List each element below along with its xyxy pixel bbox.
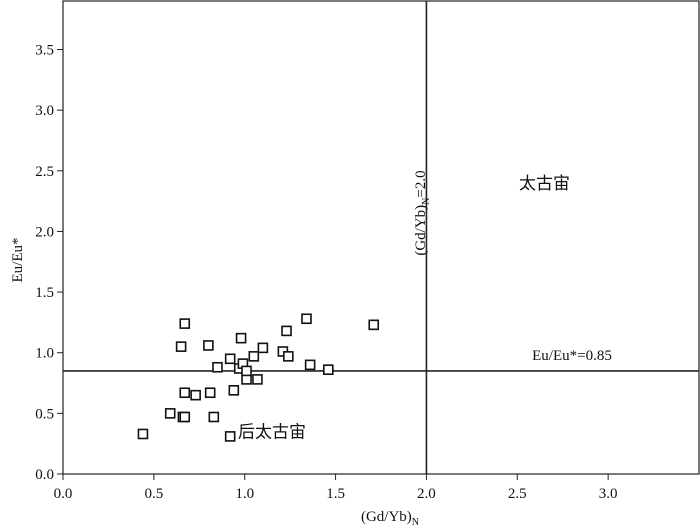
vertical-line-label-sub: N [421, 198, 432, 205]
x-tick-label: 0.5 [144, 486, 163, 502]
data-point [283, 351, 294, 362]
x-axis-title-main: (Gd/Yb) [361, 509, 412, 525]
plot-frame [62, 0, 700, 475]
data-point [179, 387, 191, 399]
x-axis-title: (Gd/Yb)N [361, 509, 419, 527]
y-tick-label: 1.5 [35, 285, 54, 301]
data-point [175, 341, 187, 352]
x-tick-label: 2.0 [417, 486, 436, 502]
x-tick-label: 1.0 [235, 486, 254, 502]
data-point [137, 428, 149, 440]
data-point [179, 411, 191, 423]
axes: 0.0 0.5 1.0 1.5 2.0 2.5 3.0 0.0 0.5 1.0 1.5 2.0 2.5 3… [35, 43, 617, 502]
data-point [224, 431, 236, 442]
y-tick-label: 0.0 [35, 467, 54, 483]
data-point [208, 411, 220, 423]
x-tick-label: 2.5 [508, 486, 527, 502]
data-point [224, 353, 236, 365]
data-point [248, 351, 260, 362]
data-point [228, 385, 240, 396]
vertical-line-label-main: (Gd/Yb) [413, 205, 429, 256]
reference-lines [63, 1, 699, 474]
data-point [190, 389, 201, 401]
data-point [204, 387, 216, 399]
data-point [301, 313, 312, 325]
vertical-line-label: (Gd/Yb)N=2.0 [413, 170, 432, 255]
data-point [241, 374, 252, 385]
data-point [241, 365, 252, 377]
x-tick-label: 1.5 [326, 486, 345, 502]
x-tick-label: 0.0 [54, 486, 73, 502]
region-label-post-archean: 后太古宙 [238, 423, 306, 442]
y-tick-label: 3.5 [35, 43, 54, 59]
y-tick-label: 0.5 [35, 406, 54, 422]
region-label-archean: 太古宙 [519, 174, 570, 193]
x-tick-label: 3.0 [599, 486, 618, 502]
data-point [281, 325, 292, 337]
data-point [252, 374, 263, 385]
y-tick-label: 2.0 [35, 224, 54, 240]
data-point [235, 332, 247, 344]
data-point [179, 318, 191, 329]
data-point [212, 361, 223, 373]
data-point [368, 319, 380, 331]
data-point [257, 342, 269, 354]
data-point [304, 359, 316, 371]
x-axis-title-sub: N [412, 517, 419, 527]
y-tick-label: 2.5 [35, 164, 54, 180]
horizontal-line-label: Eu/Eu*=0.85 [532, 348, 612, 364]
data-point [164, 408, 176, 419]
data-point [323, 364, 334, 375]
y-tick-label: 1.0 [35, 346, 54, 362]
y-axis-title: Eu/Eu* [10, 238, 26, 283]
data-point [203, 340, 214, 351]
y-tick-label: 3.0 [35, 103, 54, 119]
data-points [137, 313, 380, 442]
vertical-line-label-suffix: =2.0 [413, 170, 429, 197]
